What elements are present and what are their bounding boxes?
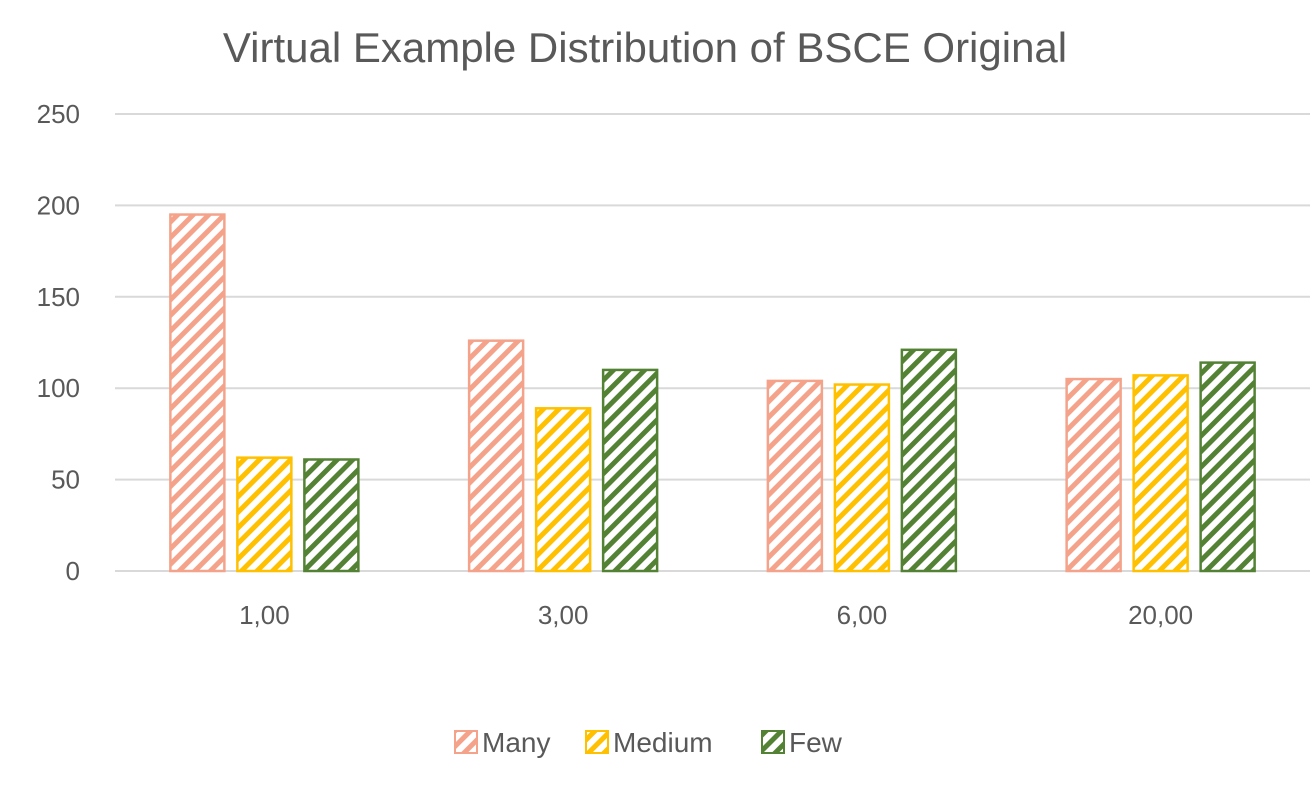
legend: Many Medium Few bbox=[454, 727, 843, 758]
bar-medium-2 bbox=[833, 383, 891, 573]
bars bbox=[169, 213, 1256, 573]
legend-label-many: Many bbox=[482, 727, 550, 758]
x-tick-label: 20,00 bbox=[1128, 600, 1193, 630]
x-tick-label: 1,00 bbox=[239, 600, 290, 630]
gridlines bbox=[115, 113, 1310, 572]
chart-title: Virtual Example Distribution of BSCE Ori… bbox=[223, 24, 1067, 71]
y-tick-label: 50 bbox=[51, 465, 80, 495]
y-tick-label: 150 bbox=[37, 282, 80, 312]
bar-many-2 bbox=[766, 379, 824, 573]
y-tick-label: 200 bbox=[37, 190, 80, 220]
legend-swatch-few bbox=[761, 730, 785, 754]
y-tick-label: 0 bbox=[66, 556, 80, 586]
y-tick-label: 250 bbox=[37, 99, 80, 129]
bar-many-0 bbox=[169, 213, 226, 573]
bar-few-0 bbox=[303, 458, 360, 573]
bar-medium-3 bbox=[1132, 374, 1189, 573]
y-tick-label: 100 bbox=[37, 373, 80, 403]
bar-medium-1 bbox=[534, 407, 592, 573]
y-axis-ticks: 0 50 100 150 200 250 bbox=[37, 99, 80, 586]
legend-label-medium: Medium bbox=[613, 727, 713, 758]
bar-few-1 bbox=[601, 368, 659, 573]
bar-many-1 bbox=[467, 339, 525, 573]
x-tick-label: 3,00 bbox=[538, 600, 589, 630]
bar-few-3 bbox=[1199, 361, 1256, 573]
legend-swatch-medium bbox=[585, 730, 609, 754]
bar-medium-0 bbox=[236, 456, 293, 573]
x-tick-label: 6,00 bbox=[837, 600, 888, 630]
legend-swatch-many bbox=[454, 730, 478, 754]
legend-label-few: Few bbox=[789, 727, 843, 758]
bar-many-3 bbox=[1065, 377, 1122, 573]
bar-few-2 bbox=[900, 348, 958, 573]
x-axis-ticks: 1,00 3,00 6,00 20,00 bbox=[239, 600, 1193, 630]
